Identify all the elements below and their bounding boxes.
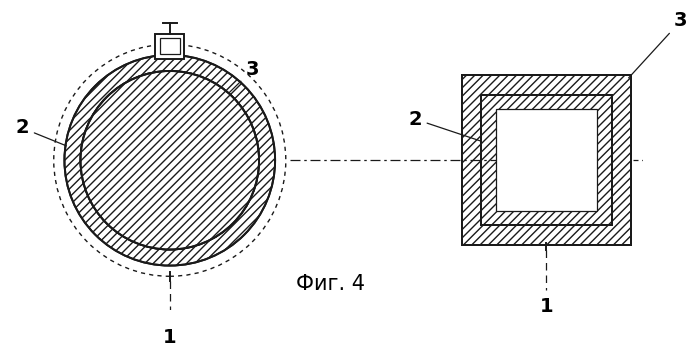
Text: 3: 3	[199, 61, 259, 122]
Bar	[482, 95, 612, 225]
Text: 1: 1	[540, 297, 553, 316]
Text: Фиг. 4: Фиг. 4	[296, 274, 365, 294]
Text: 2: 2	[408, 110, 488, 143]
Bar	[482, 95, 612, 225]
Bar	[155, 34, 184, 58]
Text: 2: 2	[15, 118, 66, 146]
Text: 1: 1	[163, 328, 177, 346]
Bar	[496, 109, 598, 211]
Bar	[461, 75, 631, 245]
Ellipse shape	[64, 55, 275, 266]
Bar	[482, 95, 612, 225]
Ellipse shape	[80, 71, 259, 249]
Text: 3: 3	[628, 11, 688, 78]
Ellipse shape	[80, 71, 259, 249]
Bar	[461, 75, 631, 245]
Bar	[160, 38, 180, 54]
